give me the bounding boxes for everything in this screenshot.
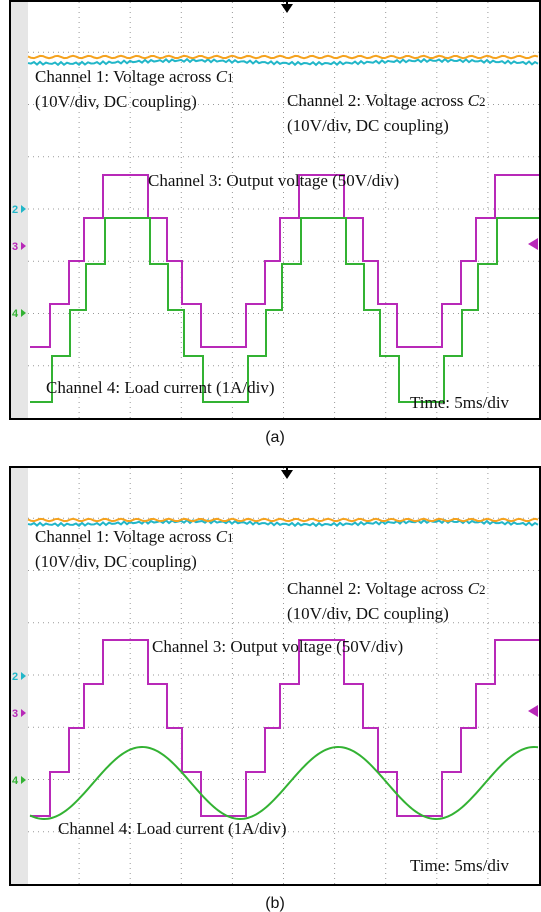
label-subscript: 1: [227, 530, 234, 545]
label-subscript: 2: [479, 582, 486, 597]
label-subscript: 2: [479, 94, 486, 109]
channel-label: Channel 4: Load current (1A/div): [58, 819, 287, 838]
caption: (b): [265, 895, 285, 912]
channel-label: Channel 1: Voltage across C1: [35, 67, 234, 86]
caption: (a): [265, 429, 285, 446]
channel-detail: (10V/div, DC coupling): [287, 604, 449, 623]
label-symbol: C: [468, 579, 480, 598]
label-text: Channel 1: Voltage across: [35, 527, 216, 546]
channel-label: Channel 1: Voltage across C1: [35, 527, 234, 546]
channel-detail: (10V/div, DC coupling): [287, 116, 449, 135]
channel-detail: (10V/div, DC coupling): [35, 92, 197, 111]
time-scale: Time: 5ms/div: [410, 393, 510, 412]
channel-detail: (10V/div, DC coupling): [35, 552, 197, 571]
label-text: Channel 2: Voltage across: [287, 579, 468, 598]
channel-marker: 2: [12, 204, 18, 216]
label-text: Channel 2: Voltage across: [287, 91, 468, 110]
channel-marker: 2: [12, 671, 18, 683]
label-symbol: C: [468, 91, 480, 110]
label-text: Channel 1: Voltage across: [35, 67, 216, 86]
channel-marker: 4: [12, 775, 19, 787]
label-subscript: 1: [227, 70, 234, 85]
channel-label: Channel 3: Output voltage (50V/div): [152, 637, 403, 656]
channel-label: Channel 2: Voltage across C2: [287, 91, 486, 110]
channel-label: Channel 4: Load current (1A/div): [46, 378, 275, 397]
channel-label: Channel 2: Voltage across C2: [287, 579, 486, 598]
channel-label: Channel 3: Output voltage (50V/div): [148, 171, 399, 190]
channel-marker: 4: [12, 308, 19, 320]
time-scale: Time: 5ms/div: [410, 856, 510, 875]
figure: 234Channel 1: Voltage across C1(10V/div,…: [0, 0, 541, 912]
label-symbol: C: [216, 67, 228, 86]
channel-marker: 3: [12, 708, 18, 720]
channel-marker: 3: [12, 241, 18, 253]
label-symbol: C: [216, 527, 228, 546]
